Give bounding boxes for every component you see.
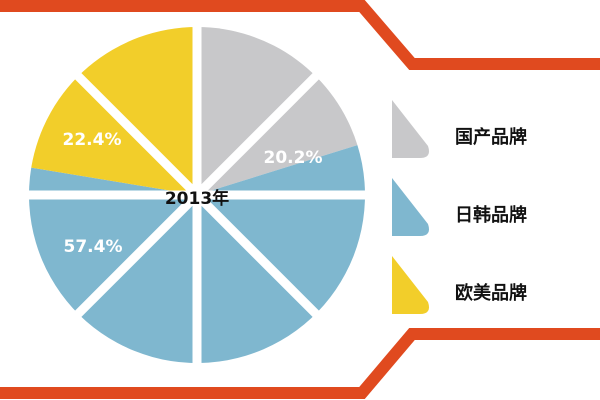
pie: 20.2% 57.4% 22.4% 2013年 xyxy=(25,23,369,367)
legend-swatch xyxy=(392,256,429,314)
slice-gap xyxy=(193,70,322,199)
value-label: 20.2% xyxy=(264,148,323,168)
center-label: 2013年 xyxy=(165,188,229,209)
slice-gap xyxy=(72,191,201,320)
slice-gap xyxy=(193,191,322,320)
legend-label: 国产品牌 xyxy=(455,126,527,148)
legend-swatch xyxy=(392,178,429,236)
value-label: 57.4% xyxy=(64,237,123,257)
top-stripe xyxy=(0,0,600,70)
bottom-stripe xyxy=(0,328,600,399)
legend-swatch xyxy=(392,100,429,158)
value-label: 22.4% xyxy=(63,130,122,150)
legend-label: 欧美品牌 xyxy=(455,282,527,304)
slice-gap xyxy=(72,70,201,199)
legend-label: 日韩品牌 xyxy=(455,204,527,226)
